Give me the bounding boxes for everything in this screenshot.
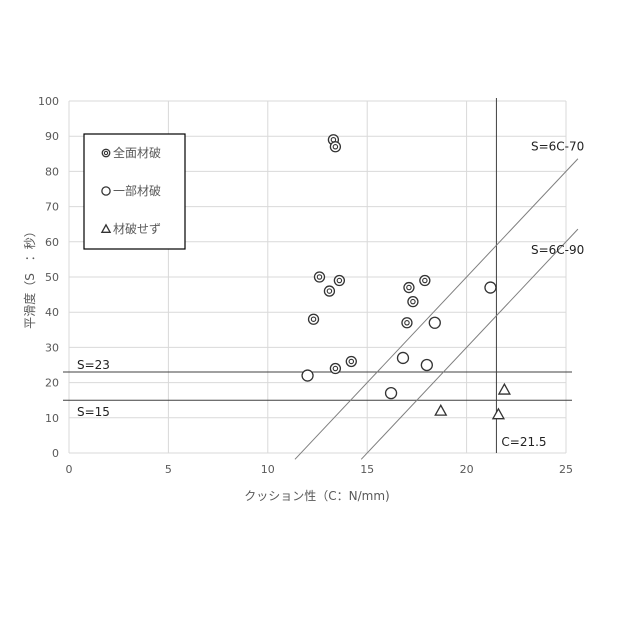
- data-point-double-circle: [420, 276, 430, 286]
- y-tick-label: 30: [45, 341, 59, 354]
- marker-circle: [386, 388, 397, 399]
- reference-label: S=6C-70: [531, 140, 584, 154]
- data-point-double-circle: [309, 314, 319, 324]
- data-point-triangle: [435, 405, 446, 415]
- marker-circle: [421, 360, 432, 371]
- data-point-double-circle: [330, 364, 340, 374]
- legend-label: 材破せず: [113, 221, 161, 236]
- data-point-circle: [485, 282, 496, 293]
- marker-outer: [314, 272, 324, 282]
- legend-label: 全面材破: [113, 145, 161, 160]
- data-point-double-circle: [314, 272, 324, 282]
- data-point-circle: [302, 370, 313, 381]
- x-tick-label: 0: [66, 463, 73, 476]
- y-tick-label: 100: [38, 95, 59, 108]
- data-point-double-circle: [324, 286, 334, 296]
- legend: 全面材破一部材破材破せず: [84, 134, 185, 249]
- legend-marker-double-circle: [102, 149, 110, 157]
- x-axis-label: クッション性（C：N/mm): [244, 489, 389, 503]
- data-point-double-circle: [334, 276, 344, 286]
- marker-triangle: [499, 384, 510, 394]
- data-point-double-circle: [346, 356, 356, 366]
- x-tick-label: 15: [360, 463, 374, 476]
- reference-label: C=21.5: [501, 435, 546, 449]
- legend-marker-circle: [102, 187, 110, 195]
- y-tick-label: 70: [45, 201, 59, 214]
- reference-label: S=6C-90: [531, 243, 584, 257]
- marker-triangle: [435, 405, 446, 415]
- marker-outer: [102, 149, 110, 157]
- data-point-triangle: [493, 409, 504, 419]
- y-axis-label: 平滑度（S ：秒）: [22, 225, 37, 329]
- marker-triangle: [493, 409, 504, 419]
- data-point-triangle: [499, 384, 510, 394]
- data-point-double-circle: [408, 297, 418, 307]
- y-tick-label: 40: [45, 306, 59, 319]
- marker-circle: [429, 317, 440, 328]
- x-tick-label: 10: [261, 463, 275, 476]
- marker-outer: [346, 356, 356, 366]
- y-tick-label: 60: [45, 236, 59, 249]
- marker-circle: [302, 370, 313, 381]
- marker-outer: [408, 297, 418, 307]
- y-tick-label: 90: [45, 130, 59, 143]
- data-point-double-circle: [402, 318, 412, 328]
- marker-circle: [102, 187, 110, 195]
- reference-label: S=15: [77, 405, 110, 419]
- marker-outer: [330, 364, 340, 374]
- data-point-circle: [397, 352, 408, 363]
- x-tick-label: 5: [165, 463, 172, 476]
- marker-outer: [420, 276, 430, 286]
- data-point-double-circle: [404, 283, 414, 293]
- data-point-circle: [429, 317, 440, 328]
- marker-outer: [330, 142, 340, 152]
- legend-label: 一部材破: [113, 183, 161, 198]
- reference-label: S=23: [77, 358, 110, 372]
- y-tick-label: 0: [52, 447, 59, 460]
- y-tick-label: 20: [45, 377, 59, 390]
- y-tick-label: 10: [45, 412, 59, 425]
- data-point-double-circle: [330, 142, 340, 152]
- marker-outer: [402, 318, 412, 328]
- x-tick-label: 20: [460, 463, 474, 476]
- marker-outer: [324, 286, 334, 296]
- marker-circle: [485, 282, 496, 293]
- marker-outer: [309, 314, 319, 324]
- marker-outer: [404, 283, 414, 293]
- data-point-circle: [421, 360, 432, 371]
- reference-line-S=6C-90: [361, 229, 578, 459]
- y-tick-label: 80: [45, 165, 59, 178]
- x-tick-label: 25: [559, 463, 573, 476]
- y-tick-label: 50: [45, 271, 59, 284]
- marker-outer: [334, 276, 344, 286]
- data-point-circle: [386, 388, 397, 399]
- marker-circle: [397, 352, 408, 363]
